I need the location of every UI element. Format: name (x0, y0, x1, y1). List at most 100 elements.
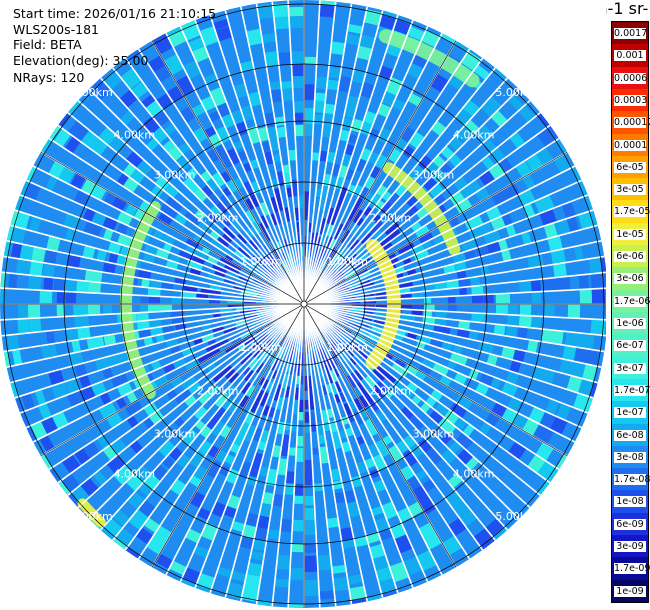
speckle-cell (334, 322, 348, 332)
speckle-cell (266, 271, 278, 282)
speckle-cell (431, 168, 447, 184)
speckle-cell (334, 491, 346, 504)
speckle-cell (212, 18, 230, 31)
speckle-cell (378, 65, 394, 80)
speckle-cell (346, 236, 357, 249)
speckle-cell (197, 439, 213, 456)
ray-gap (3, 303, 305, 353)
speckle-cell (313, 113, 324, 125)
speckle-cell (369, 401, 380, 413)
speckle-cell (7, 334, 20, 351)
speckle-cell (281, 373, 290, 390)
ray-gap (67, 303, 305, 496)
speckle-cell (530, 315, 542, 329)
ray-gap (303, 303, 484, 551)
speckle-cell (221, 233, 233, 244)
ray-gap (287, 303, 305, 608)
ray-gap (303, 3, 353, 305)
ray-gap (303, 303, 606, 321)
speckle-cell (374, 439, 391, 458)
speckle-cell (375, 364, 390, 378)
speckle-cell (393, 265, 405, 275)
ray-gap (57, 124, 305, 305)
speckle-cell (480, 95, 502, 118)
speckle-cell (96, 249, 107, 262)
speckle-cell (342, 217, 353, 232)
speckle-cell (155, 333, 165, 344)
speckle-cell (353, 535, 369, 548)
speckle-cell (249, 550, 265, 561)
speckle-cell (228, 371, 240, 384)
speckle-cell (471, 312, 486, 323)
speckle-cell (257, 376, 266, 387)
speckle-cell (263, 112, 276, 128)
speckle-cell (209, 299, 221, 304)
speckle-cell (573, 347, 591, 365)
speckle-cell (334, 380, 343, 393)
speckle-cell (417, 437, 433, 454)
speckle-cell (56, 304, 65, 317)
colorbar-level-label: 0.0006 (614, 72, 648, 84)
speckle-cell (17, 304, 29, 319)
speckle-cell (258, 466, 270, 478)
speckle-cell (547, 235, 563, 252)
speckle-cell (170, 376, 184, 389)
speckle-cell (221, 397, 234, 411)
speckle-cell (182, 176, 200, 194)
speckle-cell (246, 357, 259, 371)
speckle-cell (34, 389, 47, 406)
speckle-cell (600, 255, 606, 273)
range-ring-label: 4.00km (453, 128, 495, 141)
range-ring-label: 5.00km (71, 510, 113, 523)
speckle-cell (348, 282, 360, 290)
speckle-cell (169, 560, 187, 576)
speckle-cell (262, 244, 272, 256)
ray-gap (303, 303, 429, 583)
ray-gap (0, 287, 305, 305)
speckle-cell (143, 336, 154, 347)
speckle-cell (192, 234, 204, 244)
colorbar-level-label: 3e-06 (614, 273, 646, 285)
speckle-cell (414, 370, 427, 382)
speckle-cell (75, 326, 91, 340)
speckle-cell (108, 252, 119, 265)
speckle-cell (317, 434, 327, 445)
ray-gap (112, 67, 305, 305)
speckle-cell (102, 261, 117, 274)
speckle-cell (389, 561, 409, 583)
speckle-cell (126, 415, 139, 429)
speckle-cell (395, 439, 410, 454)
colorbar-level-label: 1e-07 (614, 407, 646, 419)
speckle-cell (46, 235, 61, 252)
speckle-cell (221, 186, 233, 198)
speckle-cell (211, 171, 226, 188)
ray-gap (303, 32, 443, 305)
speckle-cell (192, 126, 208, 143)
ray-gap (25, 303, 305, 429)
speckle-cell (507, 304, 518, 316)
ray-gap (303, 112, 541, 305)
ray-gap (303, 303, 368, 602)
range-ring-label: 1.00km (326, 255, 368, 268)
ray-gap (32, 165, 305, 305)
ray-gap (303, 99, 531, 305)
range-ring-label: 5.00km (71, 86, 113, 99)
speckle-cell (505, 223, 517, 238)
ray-gap (57, 303, 305, 484)
speckle-cell (455, 432, 474, 450)
speckle-cell (329, 273, 337, 280)
speckle-cell (269, 196, 280, 213)
speckle-cell (304, 555, 319, 572)
colorbar-level-label: 3e-09 (614, 541, 646, 553)
speckle-cell (296, 435, 304, 447)
ray-gap (303, 48, 471, 305)
speckle-cell (226, 147, 241, 166)
speckle-cell (172, 357, 187, 370)
speckle-cell (371, 368, 386, 382)
speckle-cell (509, 359, 522, 374)
speckle-cell (48, 369, 65, 386)
speckle-cell (86, 335, 105, 350)
speckle-cell (512, 348, 526, 363)
speckle-cell (174, 388, 193, 405)
range-ring-label: 3.00km (154, 169, 196, 182)
